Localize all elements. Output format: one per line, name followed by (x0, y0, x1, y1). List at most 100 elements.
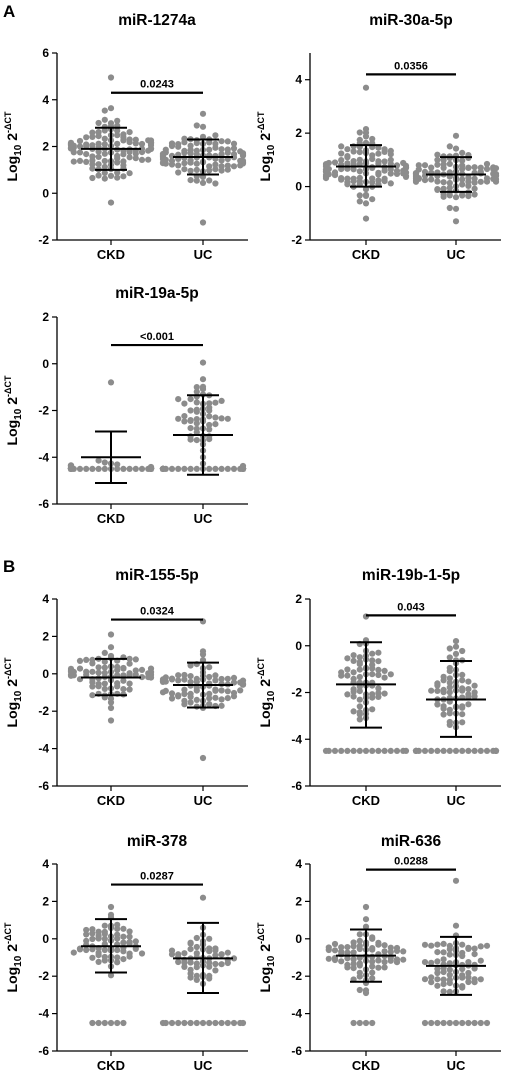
data-point (477, 976, 484, 983)
data-point (350, 965, 357, 972)
panel-label-a: A (3, 2, 15, 21)
data-point (325, 955, 332, 962)
data-point (126, 680, 133, 687)
data-point (446, 960, 453, 967)
data-point (162, 146, 169, 153)
x-tick-label-ckd: CKD (352, 1058, 380, 1073)
data-point (369, 135, 376, 143)
data-point (168, 1019, 176, 1027)
data-point (168, 947, 176, 954)
data-point (89, 174, 96, 182)
data-point (230, 955, 238, 962)
data-point (356, 969, 363, 976)
data-point (175, 162, 182, 169)
data-point (331, 940, 339, 948)
y-tick-label: -2 (38, 969, 49, 983)
data-point (452, 650, 460, 658)
data-point (101, 175, 108, 182)
data-point (344, 964, 351, 971)
data-point (239, 151, 247, 158)
data-point (120, 465, 127, 472)
data-point (175, 396, 182, 403)
data-point (230, 140, 238, 147)
data-point (369, 694, 376, 701)
data-point (477, 178, 484, 185)
data-point (206, 963, 213, 970)
data-point (95, 172, 102, 179)
data-point (120, 956, 127, 963)
data-point (434, 701, 441, 708)
data-point (452, 643, 460, 650)
data-point (387, 180, 394, 187)
data-point (440, 193, 447, 200)
data-point (193, 160, 200, 167)
data-point (101, 107, 108, 114)
data-point (199, 133, 207, 140)
data-point (224, 138, 231, 145)
data-point (440, 673, 447, 680)
data-point (331, 956, 339, 964)
y-tick-label: 2 (42, 310, 49, 324)
data-point (452, 638, 460, 645)
data-point (101, 685, 108, 693)
data-point (325, 944, 332, 951)
data-point (375, 649, 382, 656)
data-point (344, 160, 351, 167)
data-point (230, 674, 238, 682)
data-point (175, 169, 182, 176)
data-point (114, 921, 121, 928)
data-point (175, 677, 182, 684)
data-point (338, 150, 345, 157)
data-point (356, 160, 363, 167)
chart-title: miR-636 (381, 833, 442, 850)
data-point (375, 160, 382, 167)
data-point (471, 945, 478, 952)
data-point (459, 941, 466, 948)
data-point (206, 421, 213, 429)
data-point (83, 946, 90, 954)
data-point (459, 176, 466, 183)
data-point (212, 152, 219, 160)
data-point (440, 711, 447, 718)
data-point (356, 942, 363, 950)
data-point (175, 465, 182, 472)
data-point (218, 702, 225, 709)
data-point (230, 1019, 238, 1027)
data-point (446, 179, 453, 187)
data-point (421, 747, 429, 755)
data-point (95, 161, 102, 168)
data-point (381, 964, 388, 971)
data-point (375, 693, 382, 701)
y-tick-label: -2 (38, 704, 49, 718)
data-point (187, 396, 194, 403)
data-point (465, 978, 472, 986)
data-point (440, 956, 447, 963)
data-point (375, 666, 382, 674)
data-point (212, 180, 219, 187)
data-point (344, 949, 351, 956)
data-point (114, 127, 121, 134)
data-point (369, 155, 376, 163)
data-point (101, 680, 108, 687)
data-point (95, 1019, 102, 1027)
data-point (181, 135, 188, 142)
p-value-label: 0.0356 (394, 60, 428, 72)
data-point (206, 673, 213, 681)
x-tick-label-ckd: CKD (97, 793, 125, 808)
data-point (369, 650, 376, 657)
y-axis-label: Log10 2-ΔCT (256, 657, 277, 727)
data-point (95, 153, 102, 160)
data-point (95, 669, 102, 676)
data-point (440, 981, 447, 988)
data-point (387, 944, 394, 951)
data-point (362, 1019, 370, 1027)
data-point (381, 178, 388, 185)
data-point (356, 198, 363, 205)
data-point (132, 667, 139, 674)
data-point (369, 963, 376, 970)
data-point (120, 173, 127, 180)
data-point (138, 465, 146, 472)
y-tick-label: -4 (38, 742, 49, 756)
data-point (120, 151, 127, 158)
data-point (181, 686, 188, 693)
